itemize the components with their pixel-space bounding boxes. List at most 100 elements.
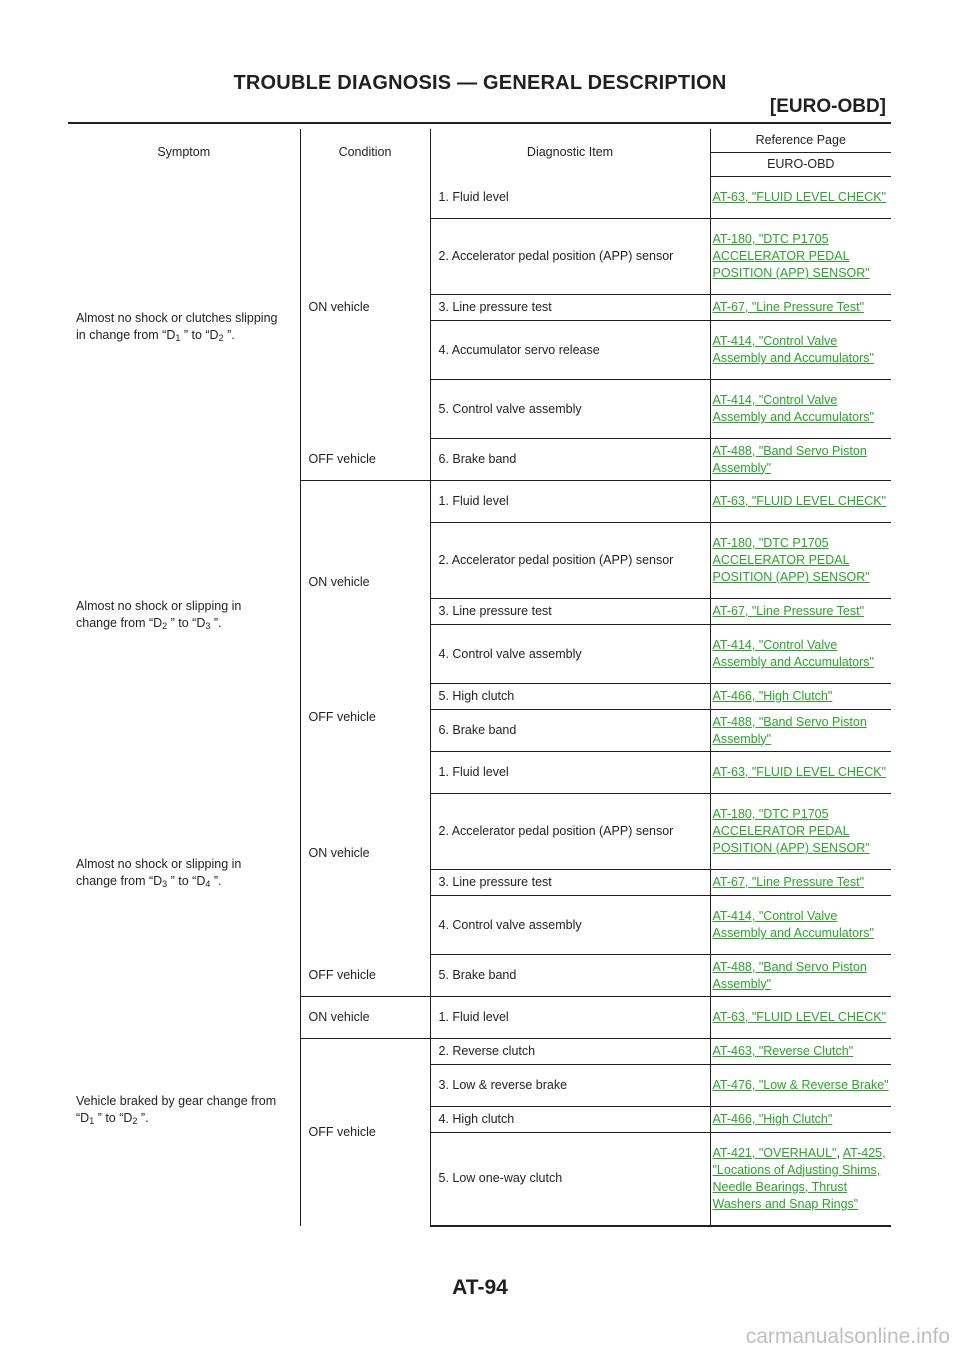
reference-cell: AT-488, "Band Servo Piston Assembly": [710, 954, 891, 997]
table-row: 2. Accelerator pedal position (APP) sens…: [68, 218, 891, 295]
reference-link[interactable]: AT-180, "DTC P1705 ACCELERATOR PEDAL POS…: [712, 536, 870, 584]
reference-cell: AT-466, "High Clutch": [710, 1106, 891, 1133]
reference-cell: AT-414, "Control Valve Assembly and Accu…: [710, 320, 891, 380]
gear-subscript: 2: [162, 620, 168, 631]
reference-link[interactable]: AT-476, "Low & Reverse Brake": [712, 1078, 889, 1092]
reference-cell: AT-67, "Line Pressure Test": [710, 294, 891, 321]
diagnostic-item: 4. Control valve assembly: [430, 895, 711, 955]
diagnosis-table-wrap: Symptom Condition Diagnostic Item Refere…: [68, 129, 891, 1227]
reference-cell: AT-67, "Line Pressure Test": [710, 598, 891, 625]
reference-link[interactable]: AT-466, "High Clutch": [712, 1112, 833, 1126]
diagnostic-item: 1. Fluid level: [430, 996, 711, 1039]
reference-link[interactable]: AT-63, "FLUID LEVEL CHECK": [712, 1010, 887, 1024]
reference-cell: AT-180, "DTC P1705 ACCELERATOR PEDAL POS…: [710, 522, 891, 599]
symptom-text: ” to “D: [94, 1110, 133, 1125]
gear-subscript: 1: [89, 1115, 95, 1126]
header-rule: [68, 122, 891, 124]
symptom-cell: Almost no shock or slipping in change fr…: [68, 480, 301, 752]
table-row: Almost no shock or slipping in change fr…: [68, 480, 891, 752]
diagnostic-item: 3. Line pressure test: [430, 869, 711, 896]
reference-link[interactable]: AT-414, "Control Valve Assembly and Accu…: [712, 909, 874, 940]
symptom-text: ” to “D: [167, 615, 206, 630]
reference-cell: AT-476, "Low & Reverse Brake": [710, 1064, 891, 1107]
diagnosis-table: Symptom Condition Diagnostic Item Refere…: [68, 129, 891, 1227]
table-row: 6. Brake band AT-488, "Band Servo Piston…: [68, 709, 891, 752]
reference-cell: AT-466, "High Clutch": [710, 683, 891, 710]
reference-link[interactable]: AT-63, "FLUID LEVEL CHECK": [712, 494, 887, 508]
diagnostic-item: 4. Control valve assembly: [430, 624, 711, 684]
reference-link[interactable]: AT-421, "OVERHAUL": [712, 1145, 837, 1160]
symptom-cell: Almost no shock or slipping in change fr…: [68, 751, 301, 997]
symptom-text: “D: [76, 1110, 90, 1125]
diagnostic-item: 1. Fluid level: [430, 176, 711, 219]
reference-link[interactable]: AT-414, "Control Valve Assembly and Accu…: [712, 638, 874, 669]
reference-link[interactable]: AT-488, "Band Servo Piston Assembly": [712, 443, 867, 475]
reference-cell: AT-463, "Reverse Clutch": [710, 1038, 891, 1065]
col-header-euro-obd: EURO-OBD: [710, 152, 891, 177]
reference-link[interactable]: AT-414, "Control Valve Assembly and Accu…: [712, 334, 874, 365]
symptom-text: ” to “D: [180, 328, 219, 342]
symptom-text: in change from “D: [76, 328, 176, 342]
symptom-text: Almost no shock or clutches slipping: [76, 311, 278, 325]
table-row: 3. Line pressure test AT-67, "Line Press…: [68, 869, 891, 896]
reference-cell: AT-414, "Control Valve Assembly and Accu…: [710, 379, 891, 439]
gear-subscript: 3: [162, 878, 168, 889]
diagnostic-item: 6. Brake band: [430, 438, 711, 481]
reference-link[interactable]: AT-488, "Band Servo Piston Assembly": [712, 714, 867, 746]
condition-cell: OFF vehicle: [300, 1038, 431, 1226]
symptom-group-3: Almost no shock or slipping in change fr…: [68, 751, 891, 997]
diagnostic-item: 6. Brake band: [430, 709, 711, 752]
section-tag: [EURO-OBD]: [769, 96, 886, 117]
diagnostic-item: 2. Accelerator pedal position (APP) sens…: [430, 218, 711, 295]
gear-subscript: 2: [218, 333, 224, 343]
reference-cell: AT-63, "FLUID LEVEL CHECK": [710, 176, 891, 219]
reference-cell: AT-63, "FLUID LEVEL CHECK": [710, 480, 891, 523]
table-row: OFF vehicle 2. Reverse clutch AT-463, "R…: [68, 1038, 891, 1226]
symptom-group-1: Almost no shock or clutches slipping in …: [68, 176, 891, 481]
symptom-text: ”.: [210, 615, 222, 630]
condition-cell: OFF vehicle: [300, 954, 431, 997]
table-row: Vehicle braked by gear change from “D1 ”…: [68, 996, 891, 1226]
reference-link[interactable]: AT-67, "Line Pressure Test": [712, 300, 865, 314]
table-row: OFF vehicle 6. Brake band AT-488, "Band …: [68, 438, 891, 481]
reference-cell: AT-180, "DTC P1705 ACCELERATOR PEDAL POS…: [710, 793, 891, 870]
watermark: carmanualsonline.info: [745, 1325, 950, 1348]
condition-cell: ON vehicle: [300, 751, 431, 955]
gear-subscript: 3: [205, 620, 211, 631]
page-title: TROUBLE DIAGNOSIS — GENERAL DESCRIPTION: [233, 72, 727, 94]
reference-link[interactable]: AT-63, "FLUID LEVEL CHECK": [712, 765, 887, 779]
condition-cell: ON vehicle: [300, 480, 431, 684]
diagnostic-item: 2. Reverse clutch: [430, 1038, 711, 1065]
reference-link[interactable]: AT-63, "FLUID LEVEL CHECK": [712, 190, 887, 204]
symptom-text: change from “D: [76, 615, 163, 630]
reference-link[interactable]: AT-67, "Line Pressure Test": [712, 875, 865, 889]
reference-separator: ,: [836, 1145, 843, 1160]
page-number: AT-94: [452, 1276, 508, 1299]
reference-cell: AT-63, "FLUID LEVEL CHECK": [710, 751, 891, 794]
reference-link[interactable]: AT-425, "Locations of Adjusting Shims, N…: [712, 1145, 886, 1211]
symptom-text: ”.: [137, 1110, 149, 1125]
reference-link[interactable]: AT-67, "Line Pressure Test": [712, 604, 865, 618]
condition-cell: ON vehicle: [300, 176, 431, 439]
reference-cell: AT-180, "DTC P1705 ACCELERATOR PEDAL POS…: [710, 218, 891, 295]
symptom-text: Almost no shock or slipping in: [76, 856, 242, 871]
table-row: 2. Accelerator pedal position (APP) sens…: [68, 793, 891, 870]
symptom-text: ” to “D: [167, 873, 206, 888]
reference-cell: AT-488, "Band Servo Piston Assembly": [710, 709, 891, 752]
reference-link[interactable]: AT-463, "Reverse Clutch": [712, 1044, 854, 1058]
reference-link[interactable]: AT-180, "DTC P1705 ACCELERATOR PEDAL POS…: [712, 807, 870, 855]
reference-link[interactable]: AT-180, "DTC P1705 ACCELERATOR PEDAL POS…: [712, 232, 870, 280]
reference-cell: AT-414, "Control Valve Assembly and Accu…: [710, 624, 891, 684]
diagnostic-item: 3. Line pressure test: [430, 294, 711, 321]
diagnostic-item: 5. Brake band: [430, 954, 711, 997]
table-row: Almost no shock or slipping in change fr…: [68, 751, 891, 997]
diagnostic-item: 3. Line pressure test: [430, 598, 711, 625]
reference-link[interactable]: AT-414, "Control Valve Assembly and Accu…: [712, 393, 874, 424]
reference-cell: AT-488, "Band Servo Piston Assembly": [710, 438, 891, 481]
reference-link[interactable]: AT-488, "Band Servo Piston Assembly": [712, 959, 867, 991]
symptom-group-4: Vehicle braked by gear change from “D1 ”…: [68, 996, 891, 1227]
reference-link[interactable]: AT-466, "High Clutch": [712, 689, 833, 703]
reference-cell: AT-63, "FLUID LEVEL CHECK": [710, 996, 891, 1039]
symptom-group-2: Almost no shock or slipping in change fr…: [68, 480, 891, 752]
table-row: 4. Control valve assembly AT-414, "Contr…: [68, 895, 891, 955]
